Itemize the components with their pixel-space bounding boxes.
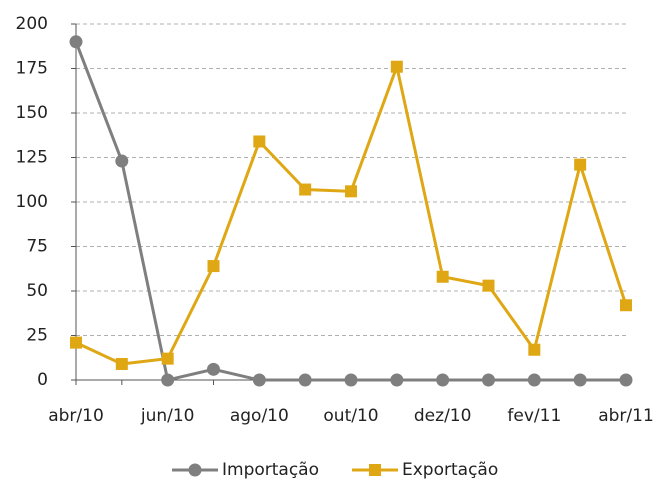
- y-tick-label: 25: [26, 326, 48, 346]
- x-tick-label: dez/10: [414, 406, 472, 426]
- point: [298, 373, 312, 387]
- point: [527, 373, 541, 387]
- y-tick-label: 200: [16, 14, 48, 34]
- point: [70, 336, 82, 349]
- point: [207, 260, 220, 273]
- legend-label: Importação: [222, 460, 319, 480]
- point: [619, 373, 633, 387]
- x-tick-label: jun/10: [140, 406, 195, 426]
- point: [161, 352, 174, 365]
- point: [207, 362, 220, 376]
- point: [528, 343, 541, 356]
- point: [390, 373, 404, 387]
- legend-marker: [188, 463, 202, 477]
- x-tick-label: ago/10: [230, 406, 289, 426]
- point: [344, 373, 358, 387]
- point: [115, 154, 129, 168]
- x-tick-label: abr/10: [48, 406, 104, 426]
- point: [345, 185, 357, 198]
- point: [436, 373, 450, 387]
- point: [436, 270, 449, 283]
- point: [252, 373, 266, 387]
- x-tick-label: fev/11: [507, 406, 561, 426]
- series-line: [74, 41, 626, 382]
- legend-marker: [369, 464, 381, 476]
- x-tick-label: out/10: [323, 406, 378, 426]
- x-tick-label: abr/11: [598, 406, 654, 426]
- y-tick-label: 150: [16, 103, 48, 123]
- point: [161, 373, 175, 387]
- point: [299, 183, 312, 196]
- point: [69, 35, 83, 49]
- point: [482, 373, 495, 387]
- point: [574, 158, 587, 171]
- series-line: [75, 61, 628, 366]
- point: [573, 373, 587, 387]
- point: [482, 279, 495, 292]
- y-tick-label: 125: [16, 148, 48, 168]
- point: [390, 60, 403, 73]
- legend-label: Exportação: [402, 460, 498, 480]
- point: [620, 299, 632, 312]
- y-tick-label: 100: [16, 192, 48, 212]
- point: [253, 135, 266, 148]
- y-tick-label: 50: [26, 281, 48, 301]
- point: [115, 357, 128, 370]
- y-tick-label: 0: [37, 370, 48, 390]
- y-tick-label: 75: [26, 237, 48, 257]
- y-tick-label: 175: [16, 59, 48, 79]
